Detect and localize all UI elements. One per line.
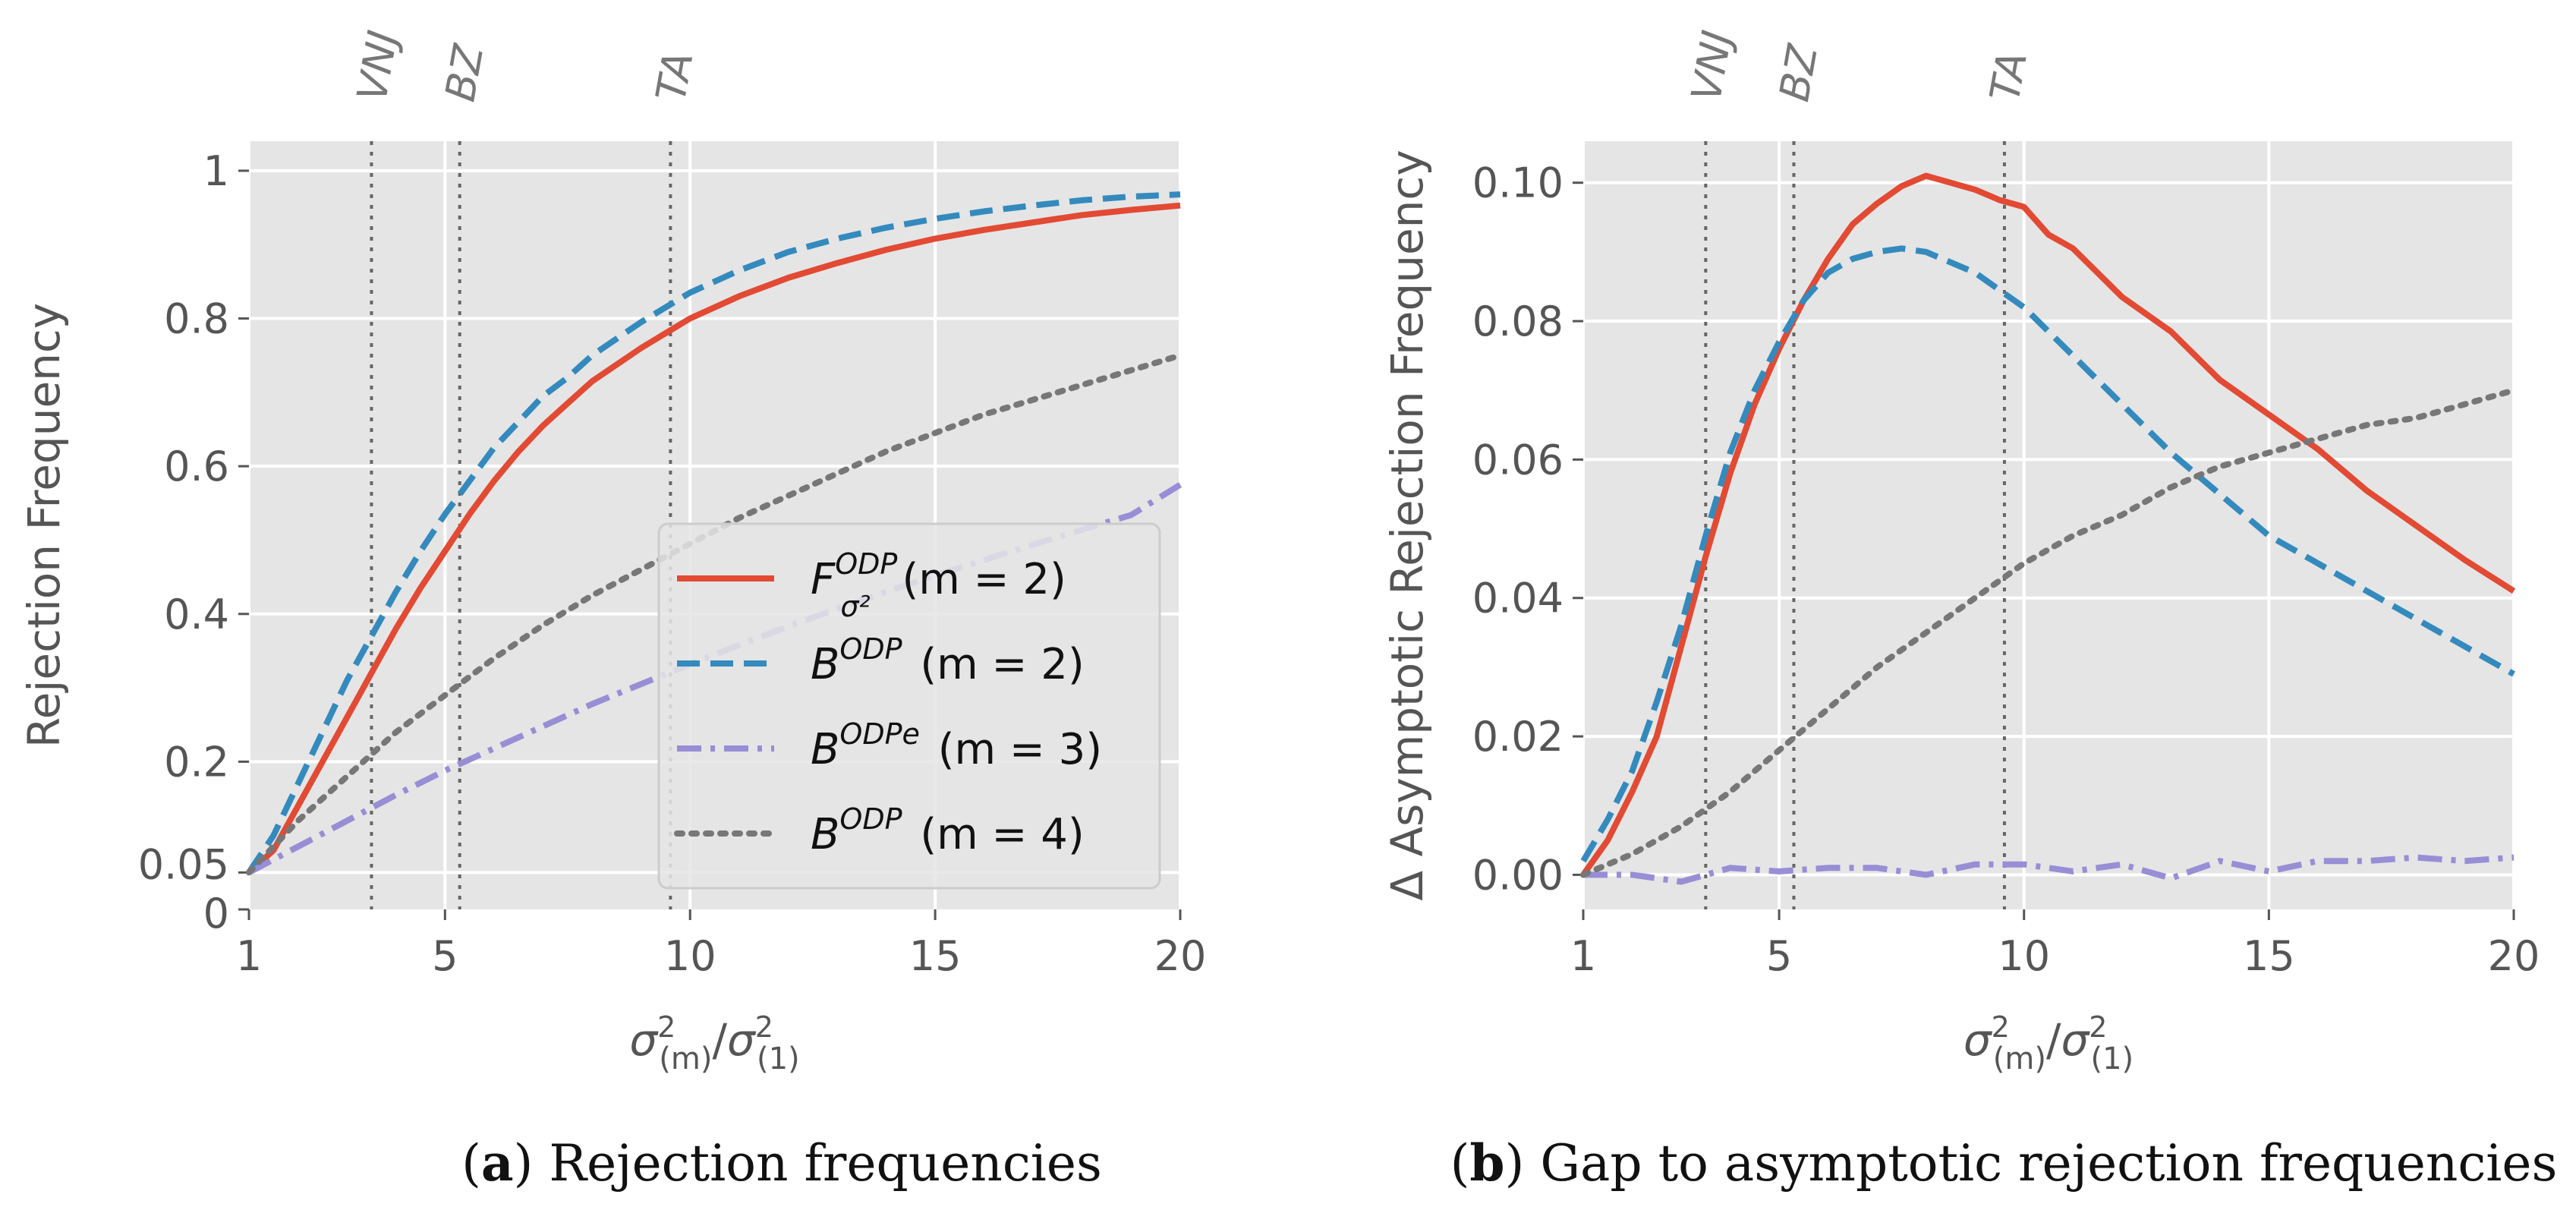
panel-b-gap-to-asymptotic: VNJ BZ TA1 5 10 15 200.000.020.040.060.080.10Δ… xyxy=(1381,27,2557,1193)
y-axis-label: Δ Asymptotic Rejection Frequency xyxy=(1381,150,1433,900)
y-axis-label: Rejection Frequency xyxy=(18,303,70,748)
y-tick-label: 0.10 xyxy=(1472,159,1564,207)
figure-caption: (a) Rejection frequencies xyxy=(461,1133,1102,1193)
series-line-2 xyxy=(1580,245,2515,863)
plot-background xyxy=(1583,141,2514,909)
legend: FODP σ² (m = 2) BODP (m = 2) BODPe (m = 3) B… xyxy=(657,522,1161,890)
legend-label-3: BODPe (m = 3) xyxy=(811,717,1102,774)
y-tick-label: 0.04 xyxy=(1472,575,1564,622)
series-line-3 xyxy=(1583,854,2515,885)
legend-label-1: FODP σ² (m = 2) xyxy=(811,547,1066,623)
y-tick-label: 1 xyxy=(203,147,229,195)
y-tick-label: 0.06 xyxy=(1472,436,1564,484)
series-line-1 xyxy=(247,202,1181,875)
x-tick-label: 5 xyxy=(432,932,458,980)
y-tick-label: 0.08 xyxy=(1472,298,1564,345)
y-tick-label: 0.8 xyxy=(164,295,229,343)
y-tick-label: 0 xyxy=(203,890,229,938)
x-tick-label: 10 xyxy=(664,932,716,980)
vline-label-bz: BZ xyxy=(1770,40,1827,105)
y-tick-label: 0.02 xyxy=(1472,713,1564,761)
vline-label-vnj: VNJ xyxy=(1682,27,1741,105)
series-line-3 xyxy=(247,482,1183,875)
figure-caption: (b) Gap to asymptotic rejection frequenc… xyxy=(1450,1133,2558,1193)
x-axis-label: σ2 (m)/σ2 (1) xyxy=(1963,1010,2134,1076)
x-tick-label: 15 xyxy=(2243,932,2295,980)
y-tick-label: 0.05 xyxy=(138,840,229,888)
legend-label-4: BODP (m = 4) xyxy=(811,802,1085,859)
x-tick-label: 20 xyxy=(2488,932,2540,980)
y-tick-label: 0.2 xyxy=(164,738,229,786)
panel-a-rejection-frequencies: VNJ BZ TA1 5 10 15 2000.050.20.40.60.81Rejecti… xyxy=(18,27,1206,1193)
x-tick-label: 15 xyxy=(909,932,962,980)
y-tick-label: 0.6 xyxy=(164,443,229,490)
x-tick-label: 10 xyxy=(1998,932,2050,980)
x-tick-label: 1 xyxy=(236,932,262,980)
series-line-4 xyxy=(1580,387,2517,878)
x-tick-label: 1 xyxy=(1570,932,1596,980)
y-tick-label: 0.4 xyxy=(164,591,229,638)
x-tick-label: 20 xyxy=(1154,932,1207,980)
legend-box xyxy=(657,522,1161,890)
y-tick-label: 0.00 xyxy=(1472,851,1564,899)
legend-label-2: BODP (m = 2) xyxy=(811,632,1085,689)
x-tick-label: 5 xyxy=(1766,932,1792,980)
x-axis-label: σ2 (m)/σ2 (1) xyxy=(629,1010,799,1076)
vline-label-ta: TA xyxy=(647,48,702,105)
series-line-1 xyxy=(1580,172,2516,877)
vline-label-vnj: VNJ xyxy=(348,27,407,105)
vline-label-ta: TA xyxy=(1981,48,2036,105)
vline-label-bz: BZ xyxy=(436,40,493,105)
